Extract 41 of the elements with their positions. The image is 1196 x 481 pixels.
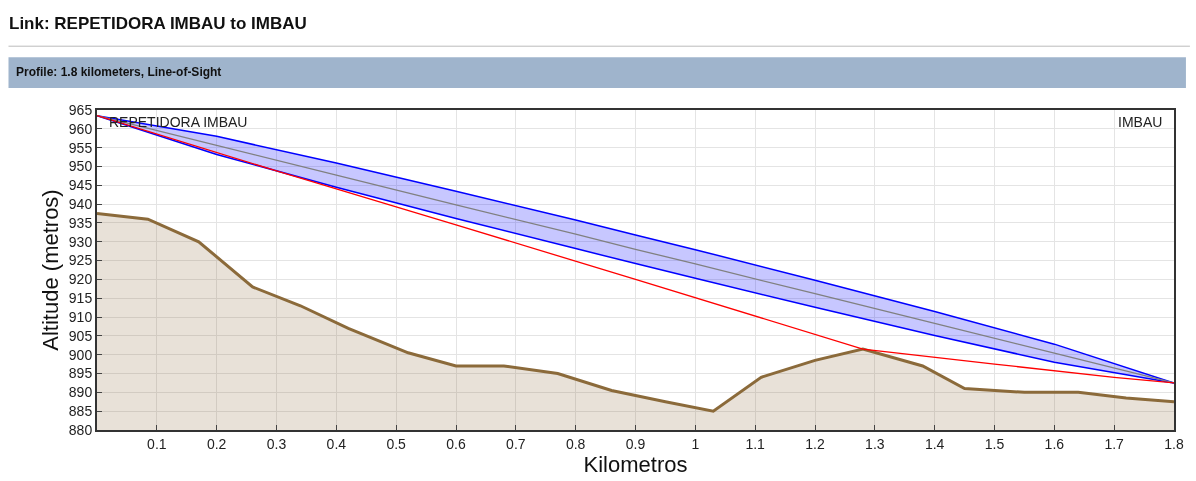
chart-title: Link: REPETIDORA IMBAU to IMBAU xyxy=(9,14,307,33)
x-tick-label: 1.8 xyxy=(1164,435,1184,452)
y-tick-label: 910 xyxy=(68,308,93,325)
y-tick-label: 930 xyxy=(68,233,93,250)
y-tick-label: 950 xyxy=(68,158,93,175)
x-tick-label: 1.3 xyxy=(865,435,885,452)
x-tick-label: 1.4 xyxy=(924,435,945,452)
y-tick-label: 955 xyxy=(68,139,93,156)
x-tick-label: 0.8 xyxy=(565,435,586,452)
y-tick-label: 890 xyxy=(68,384,93,401)
x-tick-label: 0.3 xyxy=(266,435,287,452)
x-tick-label: 1 xyxy=(691,435,700,452)
y-tick-label: 915 xyxy=(68,290,93,307)
y-tick-label: 945 xyxy=(68,177,93,194)
x-tick-label: 0.1 xyxy=(147,435,167,452)
y-tick-label: 895 xyxy=(68,365,93,382)
annotation: IMBAU xyxy=(1118,114,1163,130)
y-tick-label: 940 xyxy=(68,196,93,213)
x-tick-label: 1.6 xyxy=(1044,435,1065,452)
y-tick-label: 965 xyxy=(68,101,93,118)
y-tick-label: 905 xyxy=(68,327,93,344)
y-axis-title: Altitude (metros) xyxy=(38,189,64,351)
x-tick-label: 0.2 xyxy=(206,435,227,452)
y-tick-label: 900 xyxy=(68,346,93,363)
y-tick-label: 920 xyxy=(68,271,93,288)
y-tick-label: 885 xyxy=(68,403,93,420)
x-axis-title: Kilometros xyxy=(583,451,688,477)
y-tick-label: 925 xyxy=(68,252,93,269)
x-tick-label: 1.7 xyxy=(1104,435,1125,452)
x-tick-label: 0.9 xyxy=(625,435,646,452)
x-tick-label: 1.1 xyxy=(745,435,766,452)
x-tick-label: 0.4 xyxy=(326,435,347,452)
chart-subtitle: Profile: 1.8 kilometers, Line-of-Sight xyxy=(16,65,222,79)
y-tick-label: 960 xyxy=(68,120,93,137)
x-tick-label: 1.5 xyxy=(984,435,1005,452)
x-tick-label: 1.2 xyxy=(805,435,825,452)
x-tick-label: 0.5 xyxy=(386,435,407,452)
y-tick-label: 880 xyxy=(68,421,93,438)
x-tick-label: 0.6 xyxy=(446,435,466,452)
y-tick-label: 935 xyxy=(68,214,93,231)
x-tick-label: 0.7 xyxy=(506,435,526,452)
